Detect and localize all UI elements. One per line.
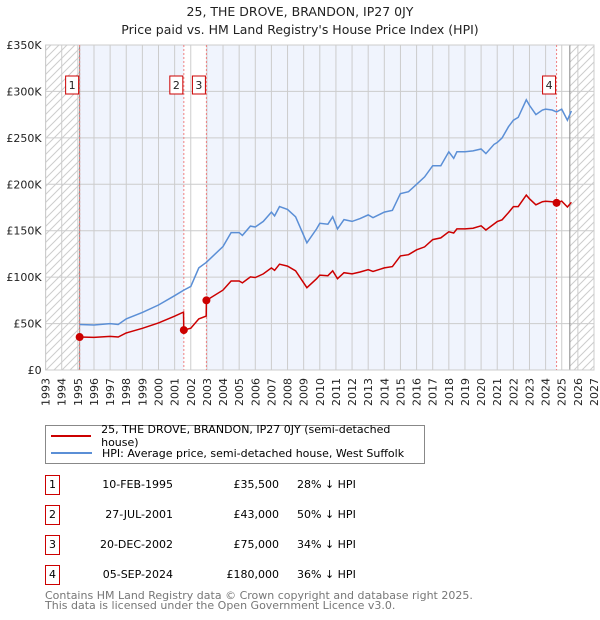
sale-marker-box xyxy=(191,75,206,95)
y-tick-label: £300K xyxy=(6,85,42,98)
legend-item-property: 25, THE DROVE, BRANDON, IP27 0JY (semi-d… xyxy=(51,423,424,449)
sale-hpi-diff: 28% ↓ HPI xyxy=(297,478,356,491)
sale-date: 10-FEB-1995 xyxy=(102,478,173,491)
x-tick-label: 2019 xyxy=(459,378,472,406)
x-tick-label: 2005 xyxy=(233,378,246,406)
legend-label: HPI: Average price, semi-detached house,… xyxy=(102,446,405,460)
x-tick-label: 2022 xyxy=(507,378,520,406)
x-tick-label: 2012 xyxy=(346,378,359,406)
legend-item-hpi: HPI: Average price, semi-detached house,… xyxy=(51,445,404,461)
x-tick-label: 2010 xyxy=(314,378,327,406)
sale-price: £180,000 xyxy=(226,568,280,581)
x-tick-label: 2024 xyxy=(540,378,553,406)
sale-marker-box xyxy=(169,75,184,95)
x-tick-label: 2021 xyxy=(491,378,504,406)
x-tick-label: 1998 xyxy=(120,378,133,406)
y-tick-label: £50K xyxy=(13,318,42,331)
x-tick-label: 2014 xyxy=(378,378,391,406)
y-tick-label: £350K xyxy=(6,39,42,52)
sale-date: 27-JUL-2001 xyxy=(105,508,173,521)
x-tick-label: 2016 xyxy=(411,378,424,406)
sale-marker-badge: 3 xyxy=(45,535,60,555)
hatched-region-before-data xyxy=(45,45,80,370)
sale-row: 1 10-FEB-1995 £35,500 28% ↓ HPI xyxy=(45,475,465,495)
x-tick-label: 1996 xyxy=(88,378,101,406)
sale-marker-badge: 2 xyxy=(45,505,60,525)
x-tick-label: 2013 xyxy=(362,378,375,406)
sale-date: 20-DEC-2002 xyxy=(99,538,173,551)
sale-marker-number: 3 xyxy=(195,79,202,92)
x-tick-label: 2011 xyxy=(330,378,343,406)
legend-swatch-red xyxy=(51,435,92,437)
sale-row: 3 20-DEC-2002 £75,000 34% ↓ HPI xyxy=(45,535,465,555)
y-tick-label: £250K xyxy=(6,132,42,145)
legend-label: 25, THE DROVE, BRANDON, IP27 0JY (semi-d… xyxy=(101,423,391,449)
y-tick-label: £0 xyxy=(28,364,42,377)
sale-row: 2 27-JUL-2001 £43,000 50% ↓ HPI xyxy=(45,505,465,525)
sale-marker-number: 4 xyxy=(546,79,553,92)
x-tick-label: 2025 xyxy=(556,378,569,406)
price-chart: 1993 1994 1995 1996 1997 1998 1999 2000 2001 2002… xyxy=(6,39,600,406)
x-tick-label: 2020 xyxy=(475,378,488,406)
sale-hpi-diff: 50% ↓ HPI xyxy=(297,508,356,521)
sale-point xyxy=(179,326,188,335)
x-tick-label: 2003 xyxy=(201,378,214,406)
sale-point xyxy=(552,198,561,207)
sale-price: £43,000 xyxy=(233,508,280,521)
x-tick-label: 2002 xyxy=(185,378,198,406)
sale-marker-box xyxy=(65,75,80,95)
y-tick-label: £100K xyxy=(6,271,42,284)
sale-date: 05-SEP-2024 xyxy=(102,568,173,581)
x-tick-label: 2023 xyxy=(523,378,536,406)
sale-row: 4 05-SEP-2024 £180,000 36% ↓ HPI xyxy=(45,565,465,585)
x-tick-label: 1997 xyxy=(104,378,117,406)
chart-subtitle: Price paid vs. HM Land Registry's House … xyxy=(121,22,479,37)
legend-swatch-blue xyxy=(51,452,92,454)
x-tick-label: 1995 xyxy=(72,378,85,406)
x-tick-label: 2027 xyxy=(588,378,600,406)
sale-hpi-diff: 36% ↓ HPI xyxy=(297,568,356,581)
x-tick-label: 2008 xyxy=(282,378,295,406)
ownership-shade xyxy=(206,45,557,370)
hpi-series-line xyxy=(79,98,573,326)
hatched-region-after-data xyxy=(569,45,594,370)
x-tick-label: 2026 xyxy=(572,378,585,406)
x-tick-label: 1994 xyxy=(56,378,69,406)
chart-title: 25, THE DROVE, BRANDON, IP27 0JY xyxy=(186,4,414,19)
property-series-line xyxy=(79,193,572,339)
x-tick-label: 2018 xyxy=(443,378,456,406)
footer-licence: This data is licensed under the Open Gov… xyxy=(45,599,396,612)
sale-marker-badge: 1 xyxy=(45,475,60,495)
x-tick-label: 2015 xyxy=(394,378,407,406)
sale-marker-number: 1 xyxy=(69,79,76,92)
sale-marker-badge: 4 xyxy=(45,565,60,585)
sale-price: £35,500 xyxy=(233,478,280,491)
x-tick-label: 2017 xyxy=(427,378,440,406)
sale-point xyxy=(75,333,84,342)
x-tick-label: 2006 xyxy=(249,378,262,406)
y-tick-label: £150K xyxy=(6,225,42,238)
legend: 25, THE DROVE, BRANDON, IP27 0JY (semi-d… xyxy=(45,423,425,464)
sale-hpi-diff: 34% ↓ HPI xyxy=(297,538,356,551)
x-tick-label: 1999 xyxy=(136,378,149,406)
x-tick-label: 2000 xyxy=(153,378,166,406)
plot-border xyxy=(45,44,595,371)
sale-marker-number: 2 xyxy=(173,79,180,92)
x-tick-label: 2001 xyxy=(169,378,182,406)
x-tick-label: 2007 xyxy=(265,378,278,406)
x-tick-label: 2004 xyxy=(217,378,230,406)
x-tick-label: 2009 xyxy=(298,378,311,406)
ownership-shade xyxy=(79,45,184,370)
sale-point xyxy=(202,296,211,305)
y-tick-label: £200K xyxy=(6,178,42,191)
footer-copyright: Contains HM Land Registry data © Crown c… xyxy=(45,589,473,602)
x-tick-label: 1993 xyxy=(40,378,53,406)
sale-price: £75,000 xyxy=(233,538,280,551)
sale-marker-box xyxy=(542,75,557,95)
